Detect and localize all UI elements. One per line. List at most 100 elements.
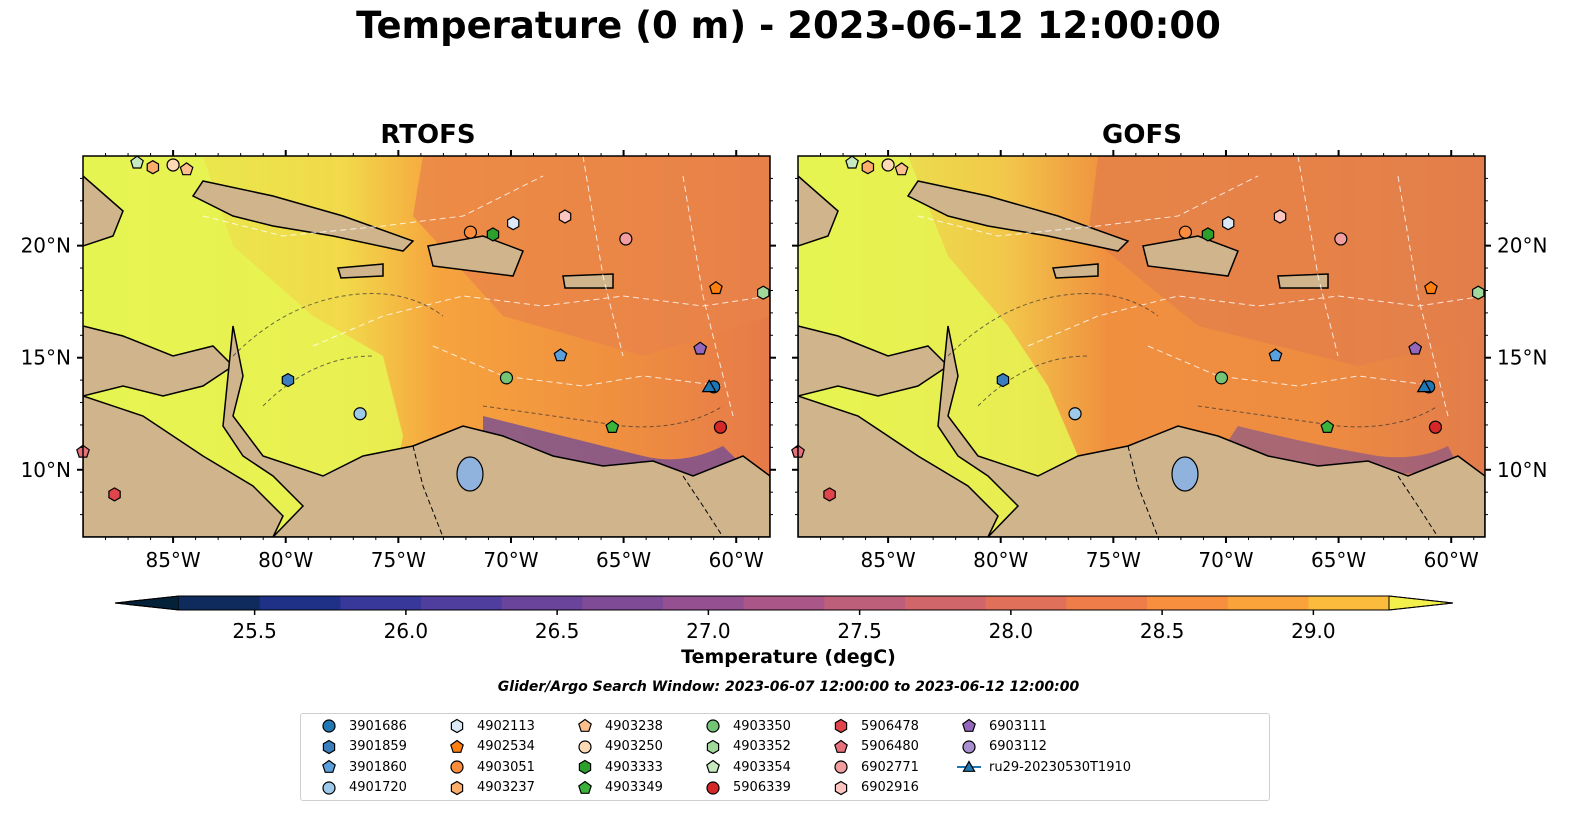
legend-marker [706,759,720,773]
float-marker [1408,341,1423,355]
lat-tick-label: 20°N [21,234,71,258]
legend-marker [450,718,464,734]
colorbar-outline [114,595,1454,611]
colorbar-tick-label: 28.0 [989,619,1034,643]
legend-label: 4903237 [477,780,535,795]
lake-maracaibo [456,456,484,492]
legend-marker-icon [834,739,848,753]
colorbar-bin [421,596,503,610]
colorbar-ticks: 25.5 26.0 26.5 27.0 27.5 28.0 28.5 29.0 [232,610,1336,643]
legend-marker-icon [322,719,336,733]
float-marker [1068,407,1082,421]
colorbar-bin [1147,596,1229,610]
lon-tick-label: 75°W [371,548,426,572]
legend-item: ru29-20230530T1910 [957,757,1131,777]
legend-marker-icon [706,780,720,795]
legend-marker-icon [834,780,848,795]
legend-item: 6902916 [829,778,919,798]
legend-label: 6902771 [861,759,919,775]
cool-upwelling-band [1228,426,1458,475]
lat-tick-label: 10°N [1497,458,1547,482]
legend-label: 4903349 [605,780,663,795]
float-marker [756,285,770,300]
legend-label: 4903352 [733,739,791,754]
legend-item: 6902771 [829,757,919,777]
legend-marker [962,739,976,754]
float-marker [1320,419,1335,433]
float-marker [1222,216,1235,231]
legend-item: 5906339 [701,778,791,798]
float-marker [693,341,708,355]
float-marker [619,232,633,246]
colorbar-tick-label: 26.0 [384,619,429,643]
float-marker [1424,280,1438,295]
float-marker [894,162,909,176]
legend-marker [834,780,848,795]
legend-label: 6903111 [989,718,1047,734]
float-marker [1201,227,1215,242]
map-frame [82,155,771,538]
legend-item: 4903349 [573,778,663,798]
float-marker [1273,209,1287,224]
legend-marker-icon [578,780,592,794]
bathymetry-contours [232,293,724,428]
legend-marker-icon [578,759,592,775]
legend-label: ru29-20230530T1910 [989,759,1132,775]
lon-tick-label: 80°W [258,548,313,572]
legend-label: 3901686 [349,718,407,734]
legend-marker-icon [450,739,464,753]
legend-marker [450,739,464,753]
float-marker [558,209,572,224]
legend-marker-icon [962,718,976,732]
lon-tick-label: 65°W [1311,548,1366,572]
legend-item: 4902534 [445,737,535,757]
legend-marker-icon [322,780,336,795]
lon-tick-label: 60°W [709,548,764,572]
lat-tick-label: 10°N [21,458,71,482]
colorbar-tick-label: 25.5 [232,619,277,643]
legend-label: 4903250 [605,739,663,754]
bathymetry-contours [947,293,1439,428]
float-marker [845,155,859,169]
colorbar-tick-label: 28.5 [1140,619,1185,643]
legend-marker [834,760,848,774]
legend-marker [322,780,336,795]
colorbar-tick-label: 29.0 [1291,619,1336,643]
colorbar-extend-high [1388,595,1454,611]
float-marker [881,158,895,172]
lon-tick-label: 85°W [145,548,200,572]
legend-marker [706,739,720,754]
legend-marker [322,759,336,773]
colorbar-bin [259,596,341,610]
float-marker [1428,420,1443,434]
colorbar-tick-label: 26.5 [535,619,580,643]
colorbar-bin [1066,596,1148,610]
float-markers [791,155,1485,502]
legend-label: 4903051 [477,759,535,775]
country-borders [1127,445,1439,537]
lon-tick-label: 70°W [483,548,538,572]
legend-item: 6903112 [957,737,1047,757]
colorbar-bin [985,596,1067,610]
lon-tick-label: 80°W [973,548,1028,572]
legend-marker-icon [450,780,464,795]
float-marker [713,420,728,434]
legend-item: 5906478 [829,716,919,736]
legend-item: 4903354 [701,757,791,777]
legend-marker-icon [706,739,720,754]
float-marker [861,160,875,175]
colorbar-bin [1308,596,1390,610]
colorbar-extend-low [114,595,180,611]
colorbar-bins [114,595,1454,611]
legend-label: 4903350 [733,718,791,734]
legend-item: 4903051 [445,757,535,777]
legend-marker-icon [962,739,976,754]
cool-upwelling-band [483,416,743,478]
legend-label: 4903238 [605,718,663,734]
float-marker [353,407,367,421]
float-marker [1416,379,1432,393]
legend-label: 4903354 [733,759,791,775]
legend: 3901686 3901859 3901860 4901720 4902113 49025… [300,713,1270,801]
legend-marker-icon [834,760,848,774]
legend-label: 4903333 [605,759,663,775]
